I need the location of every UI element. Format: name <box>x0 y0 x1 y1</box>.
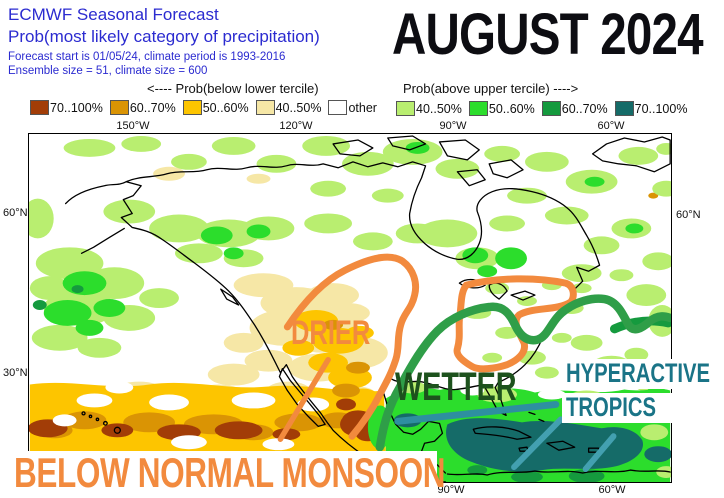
period-title: AUGUST 2024 <box>392 2 704 67</box>
tropics-line-annotation <box>394 400 560 425</box>
dark-green-contour-band <box>610 316 673 334</box>
lon-label-bottom-60w: 60°W <box>598 484 626 496</box>
northeast-circle-annotation <box>453 275 577 373</box>
app-title: ECMWF Seasonal Forecast <box>8 5 219 24</box>
legend-item: 50..60% <box>468 101 535 116</box>
legend-item-label: other <box>348 100 377 115</box>
legend-item-label: 70..100% <box>50 100 103 115</box>
forecast-variable-subtitle: Prob(most likely category of precipitati… <box>8 27 320 46</box>
lon-label-top-90w: 90°W <box>439 120 467 132</box>
legend-item: 60..70% <box>541 101 608 116</box>
legend-item: 40..50% <box>255 100 322 115</box>
legend-caption-below: <---- Prob(below lower tercile) <box>147 81 319 96</box>
legend-item-label: 60..70% <box>129 100 176 115</box>
legend-item-label: 50..60% <box>202 100 249 115</box>
legend-item: 50..60% <box>182 100 249 115</box>
legend-item-label: 70..100% <box>634 101 688 116</box>
legend-caption-above: Prob(above upper tercile) ----> <box>403 81 579 96</box>
legend-swatch <box>396 101 415 116</box>
legend-swatch <box>109 100 129 115</box>
legend-item: 70..100% <box>30 100 103 115</box>
lon-label-top-150w: 150°W <box>116 120 150 132</box>
legend-above-items: 40..50% 50..60% 60..70% 70..100% <box>396 101 694 116</box>
legend-swatch <box>255 100 275 115</box>
legend-swatch <box>30 100 49 115</box>
hand-annotations <box>277 253 675 473</box>
legend-item-label: 60..70% <box>561 101 608 116</box>
precipitation-probability-map <box>21 135 681 483</box>
monsoon-label-background <box>0 451 437 498</box>
wetter-label: WETTER <box>395 365 517 409</box>
legend-item: other <box>328 100 377 115</box>
drier-label: DRIER <box>291 314 371 352</box>
wetter-curve-annotation <box>375 294 675 452</box>
lon-label-top-120w: 120°W <box>279 120 313 132</box>
drier-circle-annotation <box>283 253 420 440</box>
legend-item-label: 40..50% <box>275 100 322 115</box>
hyperactive-label-line1: HYPERACTIVE <box>562 359 724 389</box>
hurricane-track-line-1 <box>511 416 564 471</box>
forecast-meta-line1: Forecast start is 01/05/24, climate peri… <box>8 51 286 63</box>
hyperactive-label-line2: TROPICS <box>562 393 691 423</box>
legend-below-items: 70..100% 60..70% 50..60% 40..50% other <box>30 100 384 115</box>
lat-label-right-60n: 60°N <box>676 209 701 221</box>
legend-swatch <box>328 100 348 115</box>
hurricane-track-line-2 <box>582 433 617 473</box>
lon-label-bottom-90w: 90°W <box>437 484 465 496</box>
forecast-map <box>21 133 681 483</box>
legend-swatch <box>468 101 488 116</box>
monsoon-pointer-line <box>277 356 331 442</box>
forecast-meta-line2: Ensemble size = 51, climate size = 600 <box>8 65 208 77</box>
legend-swatch <box>614 101 634 116</box>
lat-label-left-60n: 60°N <box>3 207 28 219</box>
lat-label-left-30n: 30°N <box>3 367 28 379</box>
legend-swatch <box>541 101 561 116</box>
legend-item: 40..50% <box>396 101 462 116</box>
lon-label-top-60w: 60°W <box>597 120 625 132</box>
legend-item-label: 40..50% <box>416 101 462 116</box>
legend-item: 70..100% <box>614 101 688 116</box>
legend-item: 60..70% <box>109 100 176 115</box>
monsoon-label: BELOW NORMAL MONSOON <box>14 449 446 496</box>
legend-item-label: 50..60% <box>488 101 535 116</box>
legend-swatch <box>182 100 202 115</box>
